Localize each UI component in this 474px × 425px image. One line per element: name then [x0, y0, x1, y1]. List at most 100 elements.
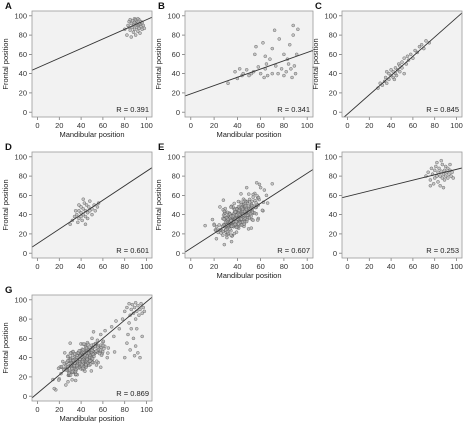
- data-point: [437, 166, 441, 171]
- data-point: [449, 174, 453, 178]
- data-point: [85, 340, 90, 345]
- y-tick-label: 60: [172, 191, 180, 200]
- data-point: [428, 178, 433, 182]
- data-point: [260, 208, 265, 213]
- data-point: [136, 29, 140, 33]
- data-point: [264, 62, 269, 66]
- data-point: [91, 330, 96, 334]
- x-tick-label: 40: [387, 262, 395, 271]
- x-tick-label: 80: [280, 121, 288, 130]
- y-tick-label: 0: [176, 108, 180, 117]
- plot-marks: [32, 16, 152, 71]
- data-point: [87, 345, 92, 350]
- data-point: [442, 178, 447, 182]
- y-tick-label: 40: [19, 353, 27, 362]
- correlation-label: R = 0.391: [116, 105, 149, 114]
- regression-line: [32, 296, 152, 399]
- data-point: [94, 359, 99, 363]
- data-point: [70, 366, 74, 371]
- data-point: [98, 332, 103, 337]
- panel-c: C 0 20 40 60 80 100 0 20 40 60 80 100 Frontal positio…: [311, 1, 463, 130]
- data-point: [234, 225, 239, 230]
- data-point: [132, 353, 137, 358]
- data-point: [138, 31, 142, 35]
- x-tick-label: 20: [210, 121, 218, 130]
- x-tick-label: 20: [365, 121, 373, 130]
- data-point: [77, 349, 81, 353]
- data-point: [435, 160, 439, 165]
- y-tick-label: 20: [172, 89, 180, 98]
- correlation-label: R = 0.253: [426, 246, 459, 255]
- plot-frame: [31, 294, 153, 402]
- data-point: [393, 66, 398, 70]
- x-tick-label: 40: [77, 405, 85, 414]
- data-point: [70, 353, 75, 358]
- data-point: [446, 176, 450, 180]
- data-point: [62, 351, 67, 355]
- x-tick-label: 0: [35, 121, 39, 130]
- x-tick-label: 40: [77, 121, 85, 130]
- y-axis-title: Frontal position: [154, 38, 163, 89]
- x-tick-label: 80: [121, 121, 129, 130]
- x-tick-label: 40: [233, 262, 241, 271]
- data-point: [82, 342, 86, 346]
- data-point: [77, 203, 81, 207]
- regression-line: [185, 49, 313, 97]
- data-point: [85, 216, 90, 221]
- data-point: [97, 351, 102, 356]
- plot-frame: [184, 10, 314, 118]
- data-point: [239, 200, 243, 205]
- data-point: [384, 69, 389, 74]
- data-point: [70, 369, 75, 374]
- data-point: [131, 336, 136, 341]
- y-tick-label: 20: [19, 230, 27, 239]
- plot-marks: [343, 12, 462, 117]
- y-tick-label: 80: [172, 172, 180, 181]
- x-tick-label: 0: [345, 262, 349, 271]
- correlation-label: R = 0.607: [277, 246, 310, 255]
- plot-area: [342, 152, 462, 258]
- x-tick-label: 20: [365, 262, 373, 271]
- data-point: [73, 378, 78, 383]
- data-point: [253, 52, 257, 57]
- data-point: [94, 349, 98, 353]
- data-point: [282, 52, 286, 57]
- x-tick-label: 40: [387, 121, 395, 130]
- data-point: [52, 386, 57, 391]
- data-point: [448, 162, 452, 167]
- data-point: [438, 183, 442, 188]
- data-point: [81, 207, 86, 211]
- data-point: [125, 305, 129, 310]
- data-point: [405, 54, 410, 59]
- data-point: [236, 222, 241, 226]
- panel-a: A 0 20 40 60 80 100 0 20 40 60 80 100 Mandibular posi…: [1, 1, 153, 139]
- data-point: [82, 201, 87, 205]
- x-tick-label: 20: [55, 262, 63, 271]
- data-point: [247, 192, 251, 196]
- data-point: [132, 305, 137, 310]
- data-point: [237, 67, 242, 71]
- data-point: [394, 73, 399, 78]
- regression-line: [343, 12, 462, 117]
- panel-g: G 0 20 40 60 80 100 0 20 40 60 80 100 Mandibular posi…: [1, 285, 153, 423]
- x-tick-label: 100: [140, 262, 153, 271]
- x-tick-label: 20: [55, 121, 63, 130]
- data-point: [77, 209, 81, 213]
- data-point: [80, 359, 85, 364]
- data-point: [72, 214, 77, 219]
- data-point: [244, 207, 249, 212]
- x-tick-label: 0: [189, 121, 193, 130]
- data-point: [419, 42, 424, 47]
- data-point: [262, 188, 267, 192]
- data-point: [242, 222, 246, 226]
- y-tick-label: 100: [324, 152, 337, 161]
- plot-frame: [31, 151, 153, 259]
- regression-line: [32, 16, 152, 71]
- panel-letter: C: [315, 1, 322, 12]
- data-point: [451, 176, 456, 180]
- x-tick-label: 60: [99, 121, 107, 130]
- data-point: [233, 69, 237, 74]
- data-point: [77, 216, 81, 221]
- data-point: [88, 359, 92, 363]
- data-point: [284, 69, 288, 74]
